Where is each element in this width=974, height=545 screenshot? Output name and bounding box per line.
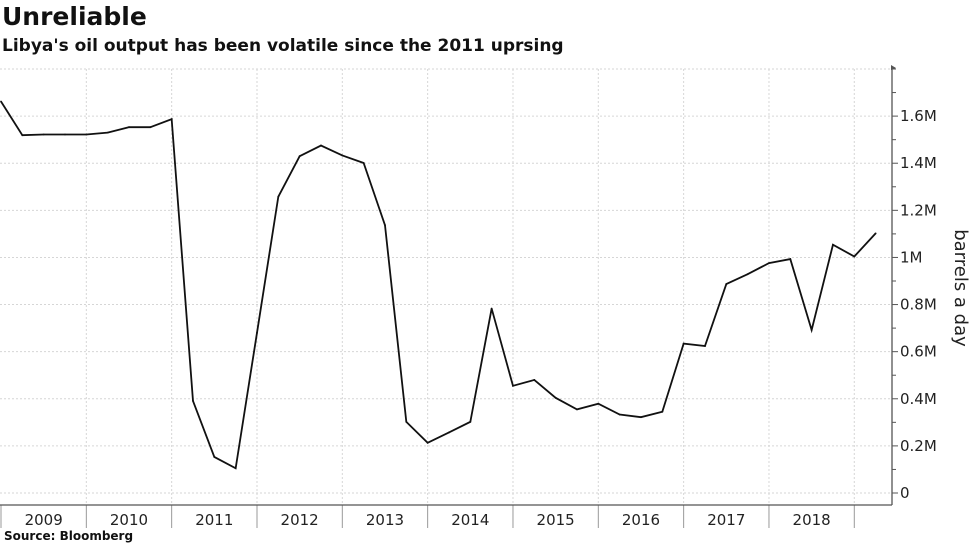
data-point: [298, 155, 301, 158]
data-point: [618, 413, 621, 416]
series-group: [0, 100, 877, 470]
y-tick-label: 0.6M: [900, 343, 937, 361]
x-tick-label: 2015: [537, 511, 575, 529]
data-point: [256, 331, 258, 334]
data-point: [149, 126, 152, 129]
data-point: [426, 441, 429, 444]
data-point: [853, 255, 856, 258]
data-point: [832, 243, 834, 246]
x-tick-label: 2018: [793, 511, 831, 529]
data-point: [341, 154, 344, 157]
y-tick-label: 0: [900, 484, 910, 502]
chart-title: Unreliable: [2, 2, 147, 31]
data-point: [384, 224, 386, 227]
data-point: [106, 131, 109, 134]
data-point: [789, 258, 792, 260]
data-point: [469, 420, 472, 423]
x-tick-label: 2011: [195, 511, 233, 529]
data-point: [704, 345, 706, 347]
series-line: [0, 101, 877, 470]
y-tick-label: 1M: [900, 248, 923, 266]
x-tick-label: 2016: [622, 511, 660, 529]
data-point: [128, 126, 130, 129]
data-point: [42, 133, 45, 136]
y-tick-label: 0.4M: [900, 390, 937, 408]
data-point: [725, 283, 728, 285]
data-point: [746, 273, 749, 276]
x-tick-label: 2013: [366, 511, 404, 529]
gridlines: [0, 68, 892, 505]
data-point: [85, 133, 88, 136]
data-point: [448, 431, 450, 434]
y-tick-label: 1.6M: [900, 107, 937, 125]
x-tick-label: 2009: [25, 511, 63, 529]
y-tick-label: 0.2M: [900, 437, 937, 455]
data-point: [874, 232, 877, 235]
data-point: [597, 402, 600, 405]
data-point: [362, 162, 365, 164]
chart-subtitle: Libya's oil output has been volatile sin…: [2, 36, 564, 56]
data-point: [512, 384, 514, 387]
data-point: [533, 379, 536, 381]
data-point: [170, 118, 173, 121]
data-point: [277, 195, 280, 198]
data-point: [64, 133, 66, 136]
x-tick-label: 2014: [451, 511, 489, 529]
data-point: [661, 410, 664, 413]
data-point: [0, 100, 2, 103]
data-point: [490, 307, 493, 310]
x-tick-label: 2017: [707, 511, 745, 529]
data-point: [576, 408, 578, 411]
data-point: [768, 262, 770, 264]
data-point: [320, 144, 322, 147]
y-axis: 0 0.2M 0.4M 0.6M 0.8M 1M 1.2M 1.4M 1.6M: [891, 65, 937, 505]
data-point: [640, 416, 642, 419]
data-point: [682, 342, 685, 345]
data-point: [234, 467, 237, 470]
data-point: [21, 134, 24, 137]
y-axis-label: barrels a day: [950, 229, 971, 347]
data-point: [554, 396, 557, 399]
y-tick-label: 1.4M: [900, 154, 937, 172]
x-tick-label: 2012: [281, 511, 319, 529]
y-tick-label: 1.2M: [900, 201, 937, 219]
x-tick-label: 2010: [110, 511, 148, 529]
source-note: Source: Bloomberg: [4, 529, 134, 543]
data-point: [213, 456, 216, 458]
y-tick-label: 0.8M: [900, 296, 937, 314]
x-axis: 2009 2010 2011 2012 2013 2014 2015 2016 2017 2018: [0, 504, 892, 529]
data-point: [405, 420, 408, 423]
data-point: [192, 399, 194, 402]
data-point: [810, 329, 813, 331]
